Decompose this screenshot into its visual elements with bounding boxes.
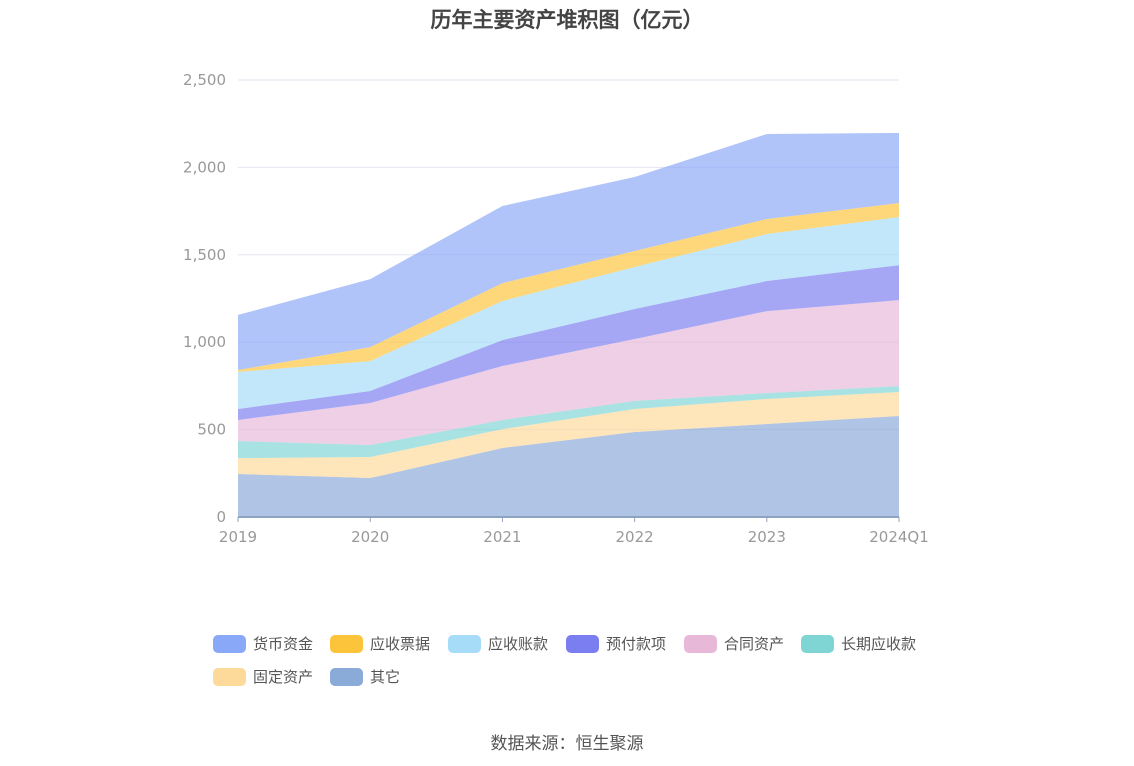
legend-label: 固定资产 (253, 668, 314, 686)
legend-swatch (330, 634, 363, 653)
legend-item[interactable]: 合同资产 (684, 633, 784, 654)
area-合同资产 (238, 300, 899, 445)
legend-label: 应收账款 (488, 635, 549, 653)
x-tick-label: 2022 (616, 528, 654, 546)
area-货币资金 (238, 132, 899, 370)
legend-item[interactable]: 应收票据 (330, 633, 430, 654)
legend-swatch (330, 667, 363, 686)
y-tick-label: 2,000 (183, 158, 226, 176)
legend-item[interactable]: 长期应收款 (801, 633, 916, 654)
y-tick-label: 1,500 (183, 246, 226, 264)
legend-swatch (213, 667, 246, 686)
legend-label: 长期应收款 (841, 635, 917, 653)
legend-label: 合同资产 (724, 635, 785, 653)
x-tick-label: 2021 (483, 528, 521, 546)
legend-swatch (448, 634, 481, 653)
legend-swatch (801, 634, 834, 653)
legend-swatch (213, 634, 246, 653)
legend-label: 应收票据 (370, 635, 431, 653)
x-tick-label: 2023 (748, 528, 786, 546)
y-tick-label: 2,500 (183, 71, 226, 89)
legend-label: 其它 (370, 668, 401, 686)
area-应收账款 (238, 217, 899, 409)
area-固定资产 (238, 392, 899, 479)
chart-title: 历年主要资产堆积图（亿元） (430, 8, 704, 32)
legend-swatch (566, 634, 599, 653)
legend-item[interactable]: 其它 (330, 666, 400, 687)
y-tick-label: 0 (216, 508, 226, 526)
legend-item[interactable]: 应收账款 (448, 633, 548, 654)
legend-swatch (684, 634, 717, 653)
legend-item[interactable]: 固定资产 (213, 666, 313, 687)
area-长期应收款 (238, 386, 899, 459)
legend-item[interactable]: 预付款项 (566, 633, 666, 654)
legend-label: 预付款项 (606, 635, 667, 653)
source-note: 数据来源：恒生聚源 (490, 734, 644, 754)
legend-item[interactable]: 货币资金 (213, 633, 313, 654)
legend-label: 货币资金 (253, 635, 314, 653)
area-其它 (238, 415, 899, 517)
area-应收票据 (238, 203, 899, 372)
y-tick-label: 1,000 (183, 333, 226, 351)
x-tick-label: 2019 (219, 528, 257, 546)
area-预付款项 (238, 265, 899, 420)
y-tick-label: 500 (197, 421, 226, 439)
x-tick-label: 2020 (351, 528, 389, 546)
x-tick-label: 2024Q1 (869, 528, 929, 546)
